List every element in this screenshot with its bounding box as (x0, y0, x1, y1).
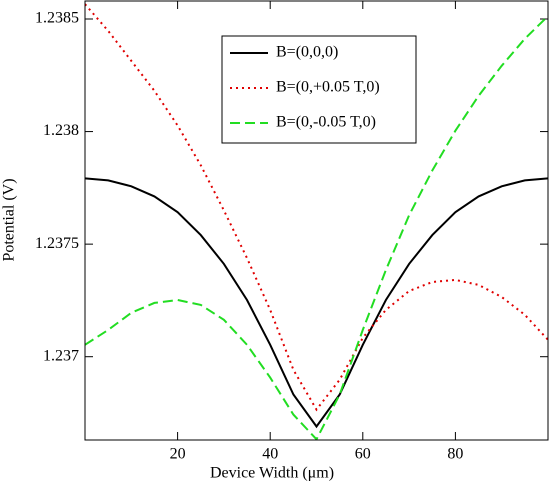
y-tick-label: 1.2385 (35, 10, 79, 27)
line-series (85, 15, 548, 440)
plot-frame (84, 0, 549, 441)
legend-label: B=(0,0,0) (276, 44, 338, 61)
line-series (85, 3, 548, 412)
y-tick-label: 1.2375 (35, 235, 79, 252)
legend-label: B=(0,-0.05 T,0) (276, 114, 376, 131)
legend-label: B=(0,+0.05 T,0) (276, 79, 380, 96)
x-tick-label: 80 (447, 446, 463, 463)
y-tick-label: 1.237 (43, 347, 79, 364)
x-tick-label: 60 (355, 446, 371, 463)
y-axis-label: Potential (V) (1, 178, 18, 261)
x-tick-label: 40 (262, 446, 278, 463)
y-tick-label: 1.238 (43, 122, 79, 139)
line-series (85, 177, 548, 429)
x-tick-label: 20 (170, 446, 186, 463)
x-axis-label: Device Width (μm) (210, 465, 334, 482)
